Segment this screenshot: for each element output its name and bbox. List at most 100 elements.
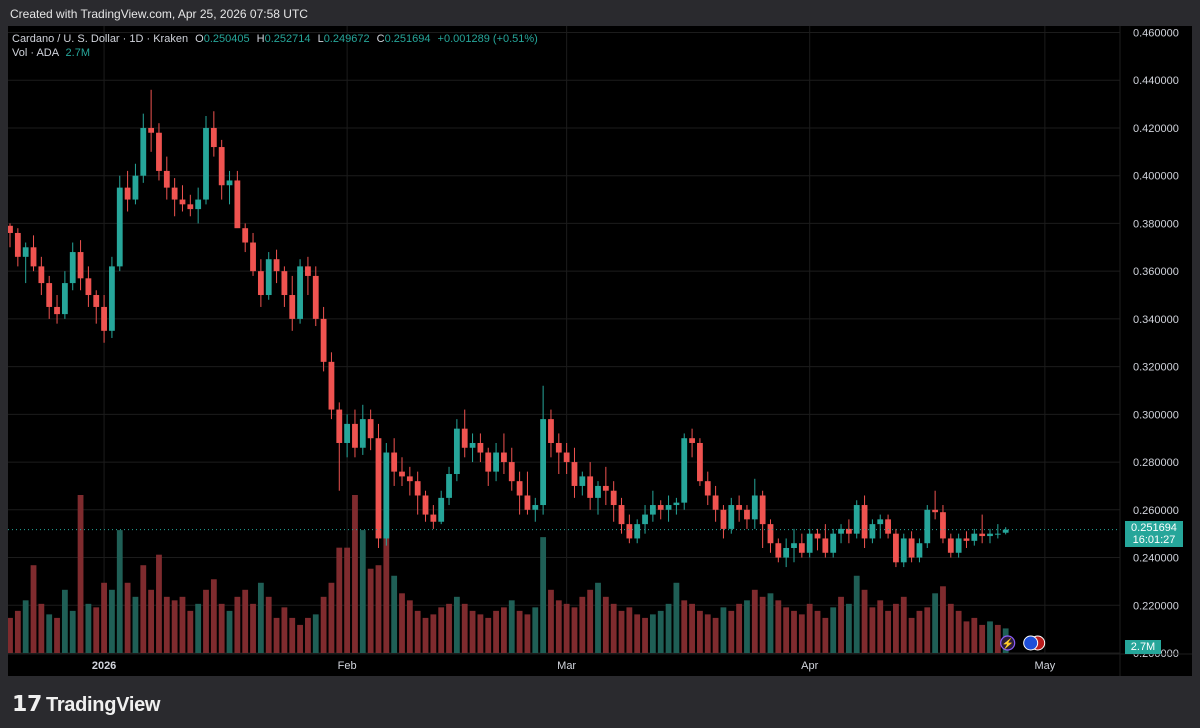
volume-bar — [493, 610, 499, 653]
tradingview-logo[interactable]: 𝟭𝟳 TradingView — [12, 691, 160, 717]
volume-bar — [7, 617, 13, 653]
candle-body — [305, 266, 311, 276]
volume-bar — [210, 579, 217, 653]
volume-bar — [93, 607, 100, 653]
candle-body — [673, 502, 680, 506]
volume-bar — [38, 603, 45, 653]
candle-body — [163, 170, 170, 188]
candle-body — [187, 204, 194, 210]
volume-bar — [634, 614, 641, 653]
candle-body — [101, 306, 107, 331]
close-label: C — [376, 33, 385, 45]
volume-bar — [148, 589, 155, 653]
volume-bar — [571, 607, 578, 653]
volume-bar — [265, 596, 272, 653]
volume-bar — [305, 617, 311, 653]
candle-body — [265, 259, 272, 296]
high-label: H — [256, 33, 265, 45]
volume-bar — [932, 593, 939, 653]
candle-body — [720, 509, 727, 529]
candle-body — [469, 442, 476, 448]
volume-bar — [156, 554, 162, 653]
volume-bar — [736, 603, 743, 653]
candle-body — [140, 127, 147, 176]
candle-body — [775, 543, 782, 558]
candle-body — [250, 242, 256, 272]
candle-body — [642, 514, 648, 525]
candle-body — [744, 509, 750, 520]
chart-legend: Cardano / U. S. Dollar · 1D · Kraken O0.… — [12, 32, 538, 60]
candle-body — [932, 509, 939, 513]
open-value: 0.250405 — [203, 33, 250, 45]
candle-body — [979, 533, 986, 537]
volume-bar — [132, 596, 139, 653]
volume-bar — [908, 617, 915, 653]
candle-body — [736, 505, 743, 510]
volume-row: Vol · ADA 2.7M — [12, 46, 538, 60]
candle-body — [328, 361, 335, 410]
volume-bar — [163, 596, 170, 653]
candle-body — [924, 509, 931, 544]
candle-body — [336, 409, 343, 443]
candle-body — [563, 452, 570, 463]
volume-bar — [806, 603, 813, 653]
volume-bar — [838, 596, 844, 653]
candle-body — [987, 533, 993, 537]
volume-bar — [54, 617, 60, 653]
volume-bar — [22, 600, 29, 653]
candle-body — [893, 533, 899, 563]
candle-body — [508, 462, 515, 482]
candlestick-chart[interactable]: 0.460000 0.440000 0.420000 0.400000 0.380000… — [7, 26, 1192, 676]
volume-bar — [501, 607, 507, 653]
candle-body — [46, 283, 53, 307]
candle-body — [783, 547, 790, 558]
volume-bar — [971, 617, 978, 653]
volume-bar — [767, 593, 774, 653]
candle-body — [830, 533, 837, 553]
candle-body — [634, 524, 641, 539]
volume-bar — [77, 495, 84, 653]
volume-bar — [940, 586, 946, 653]
volume-bar — [352, 495, 358, 653]
candle-body — [555, 442, 562, 453]
volume-bar — [46, 614, 53, 653]
candle-body — [602, 485, 609, 491]
volume-bar — [359, 530, 366, 653]
y-tick-label: 0.340000 — [1133, 314, 1179, 326]
volume-bar — [563, 603, 570, 653]
candle-body — [14, 232, 21, 257]
candle-body — [352, 423, 358, 448]
y-tick-label: 0.360000 — [1133, 266, 1179, 278]
volume-bar — [579, 596, 586, 653]
volume-bar — [250, 603, 256, 653]
candle-body — [1002, 529, 1009, 533]
volume-bar — [414, 610, 421, 653]
volume-bar — [548, 589, 554, 653]
candle-body — [367, 419, 374, 439]
candle-body — [861, 505, 868, 539]
volume-bar — [257, 582, 264, 653]
candle-body — [453, 428, 460, 475]
candle-body — [610, 490, 617, 506]
candle-body — [210, 127, 217, 148]
volume-bar — [979, 624, 986, 653]
candle-body — [218, 147, 225, 186]
volume-bar — [320, 596, 327, 653]
volume-bar — [822, 617, 829, 653]
candle-body — [148, 127, 155, 133]
volume-bar — [681, 600, 688, 653]
x-tick-label: Mar — [557, 660, 576, 672]
candle-body — [689, 438, 695, 443]
volume-bar — [344, 547, 351, 653]
low-value: 0.249672 — [323, 33, 370, 45]
candle-body — [320, 318, 327, 362]
chart-panel[interactable]: 0.460000 0.440000 0.420000 0.400000 0.380000… — [7, 26, 1192, 676]
candle-body — [516, 481, 523, 496]
footer: 𝟭𝟳 TradingView — [0, 676, 1200, 728]
candle-body — [665, 505, 672, 510]
candle-body — [728, 505, 735, 529]
candle-body — [359, 419, 366, 448]
candle-body — [994, 533, 1001, 535]
volume-bar — [422, 617, 429, 653]
candle-body — [940, 512, 946, 539]
